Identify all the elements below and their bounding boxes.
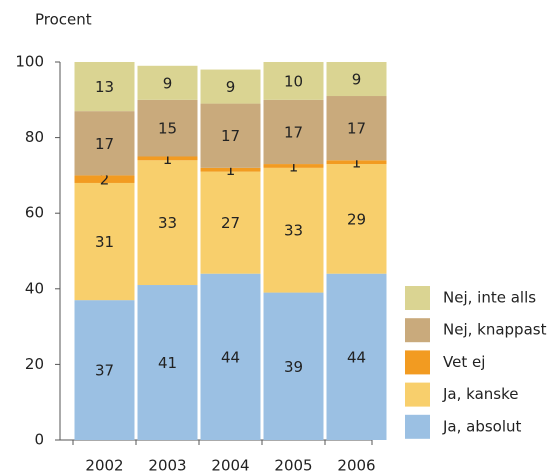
bar-segment — [137, 285, 198, 440]
x-tick-label: 2002 — [85, 457, 123, 474]
data-label: 31 — [95, 233, 114, 251]
data-label: 29 — [347, 210, 366, 228]
bar-segment — [263, 164, 324, 168]
data-label: 1 — [163, 150, 173, 168]
bar-segment — [137, 65, 198, 100]
x-tick-label: 2006 — [337, 457, 375, 474]
bar-segment — [326, 273, 387, 440]
bar-segment — [74, 182, 135, 301]
data-label: 44 — [347, 348, 366, 366]
legend-swatch — [405, 414, 430, 439]
y-tick-label: 60 — [25, 204, 44, 222]
data-label: 9 — [163, 74, 173, 92]
y-tick-label: 20 — [25, 355, 44, 373]
data-label: 39 — [284, 358, 303, 376]
legend-label: Nej, knappast — [443, 321, 547, 339]
data-label: 1 — [226, 161, 236, 179]
legend-swatch — [405, 350, 430, 375]
bar-segment — [200, 103, 261, 168]
bar-segment — [200, 171, 261, 274]
data-label: 9 — [226, 78, 236, 96]
y-tick-label: 0 — [34, 431, 44, 449]
y-tick-label: 40 — [25, 279, 44, 297]
data-label: 37 — [95, 362, 114, 380]
bar-segment — [74, 62, 135, 112]
bar-segment — [137, 160, 198, 286]
bar-segment — [200, 273, 261, 440]
x-tick-label: 2003 — [148, 457, 186, 474]
legend-label: Ja, absolut — [442, 417, 522, 435]
x-tick-label: 2005 — [274, 457, 312, 474]
data-label: 17 — [95, 135, 114, 153]
legend-swatch — [405, 382, 430, 407]
bar-segment — [263, 292, 324, 440]
data-label: 27 — [221, 214, 240, 232]
data-label: 1 — [352, 154, 362, 172]
y-axis-label: Procent — [35, 11, 92, 29]
bar-segment — [74, 175, 135, 183]
data-label: 17 — [347, 120, 366, 138]
bar-segment — [326, 62, 387, 97]
data-label: 44 — [221, 348, 240, 366]
data-label: 33 — [158, 214, 177, 232]
legend-label: Vet ej — [443, 353, 485, 371]
y-tick-label: 100 — [15, 53, 44, 71]
legend-swatch — [405, 318, 430, 343]
bar-segment — [326, 160, 387, 165]
bar-segment — [137, 99, 198, 157]
y-tick-label: 80 — [25, 128, 44, 146]
data-label: 41 — [158, 354, 177, 372]
data-label: 33 — [284, 222, 303, 240]
data-label: 1 — [289, 157, 299, 175]
data-label: 15 — [158, 120, 177, 138]
bar-segment — [200, 69, 261, 104]
data-label: 13 — [95, 78, 114, 96]
data-label: 9 — [352, 71, 362, 89]
data-label: 10 — [284, 72, 303, 90]
bar-segment — [74, 300, 135, 440]
data-label: 2 — [100, 171, 110, 189]
bar-segment — [74, 111, 135, 176]
data-label: 17 — [284, 123, 303, 141]
legend-label: Nej, inte alls — [443, 289, 536, 307]
data-label: 17 — [221, 127, 240, 145]
bar-segment — [326, 164, 387, 274]
bar-segment — [200, 167, 261, 172]
x-tick-label: 2004 — [211, 457, 249, 474]
bar-segment — [326, 96, 387, 161]
bar-segment — [263, 62, 324, 100]
legend-label: Ja, kanske — [442, 385, 518, 403]
bar-segment — [263, 167, 324, 293]
legend-swatch — [405, 286, 430, 310]
bar-segment — [263, 99, 324, 165]
bar-segment — [137, 156, 198, 161]
